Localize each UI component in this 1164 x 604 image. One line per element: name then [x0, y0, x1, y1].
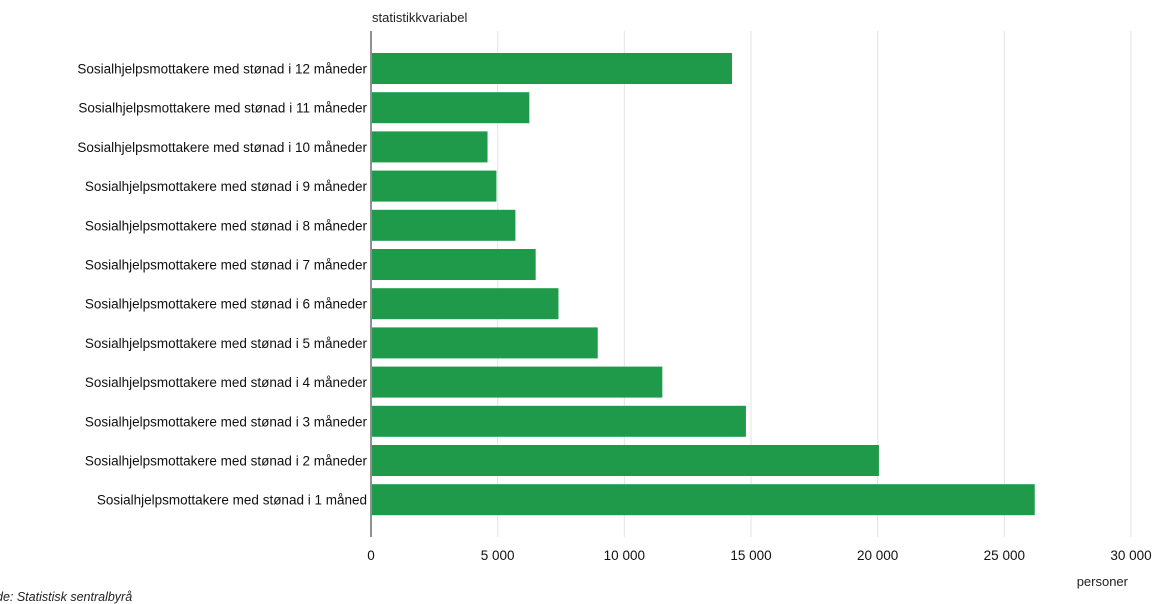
bar[interactable]: [372, 484, 1035, 516]
x-tick-label: 30 000: [1110, 548, 1151, 563]
category-label: Sosialhjelpsmottakere med stønad i 7 mån…: [85, 258, 368, 273]
category-label: Sosialhjelpsmottakere med stønad i 5 mån…: [85, 336, 368, 351]
bar[interactable]: [372, 327, 598, 359]
category-label: Sosialhjelpsmottakere med stønad i 11 må…: [78, 101, 367, 116]
bar[interactable]: [372, 445, 879, 476]
bar[interactable]: [372, 170, 497, 202]
x-tick-labels: 0 5 000 10 000 15 000 20 000 25 000 30 000: [367, 548, 1151, 563]
x-axis-title: personer: [1077, 574, 1129, 589]
category-label: Sosialhjelpsmottakere med stønad i 8 mån…: [85, 218, 368, 233]
bar[interactable]: [372, 92, 530, 124]
category-label: Sosialhjelpsmottakere med stønad i 12 må…: [77, 62, 367, 77]
bar[interactable]: [372, 53, 732, 84]
category-label: Sosialhjelpsmottakere med stønad i 3 mån…: [85, 414, 368, 429]
bar[interactable]: [372, 131, 488, 163]
bar[interactable]: [372, 209, 516, 241]
bars: [372, 53, 1035, 516]
bar[interactable]: [372, 249, 536, 280]
category-labels: Sosialhjelpsmottakere med stønad i 12 må…: [77, 62, 367, 508]
category-label: Sosialhjelpsmottakere med stønad i 1 mån…: [97, 493, 367, 508]
x-tick-label: 15 000: [730, 548, 771, 563]
x-tick-label: 10 000: [604, 548, 645, 563]
bar[interactable]: [372, 288, 559, 320]
bar[interactable]: [372, 405, 746, 437]
y-axis-title: statistikkvariabel: [372, 10, 467, 25]
x-tick-label: 25 000: [984, 548, 1025, 563]
category-label: Sosialhjelpsmottakere med stønad i 4 mån…: [85, 375, 368, 390]
category-label: Sosialhjelpsmottakere med stønad i 2 mån…: [85, 454, 368, 469]
category-label: Sosialhjelpsmottakere med stønad i 6 mån…: [85, 297, 368, 312]
bar[interactable]: [372, 366, 663, 398]
x-tick-label: 20 000: [857, 548, 898, 563]
category-label: Sosialhjelpsmottakere med stønad i 9 mån…: [85, 179, 368, 194]
category-label: Sosialhjelpsmottakere med stønad i 10 må…: [77, 140, 367, 155]
source-note: de: Statistisk sentralbyrå: [0, 590, 132, 604]
x-tick-label: 5 000: [481, 548, 515, 563]
x-tick-label: 0: [367, 548, 375, 563]
